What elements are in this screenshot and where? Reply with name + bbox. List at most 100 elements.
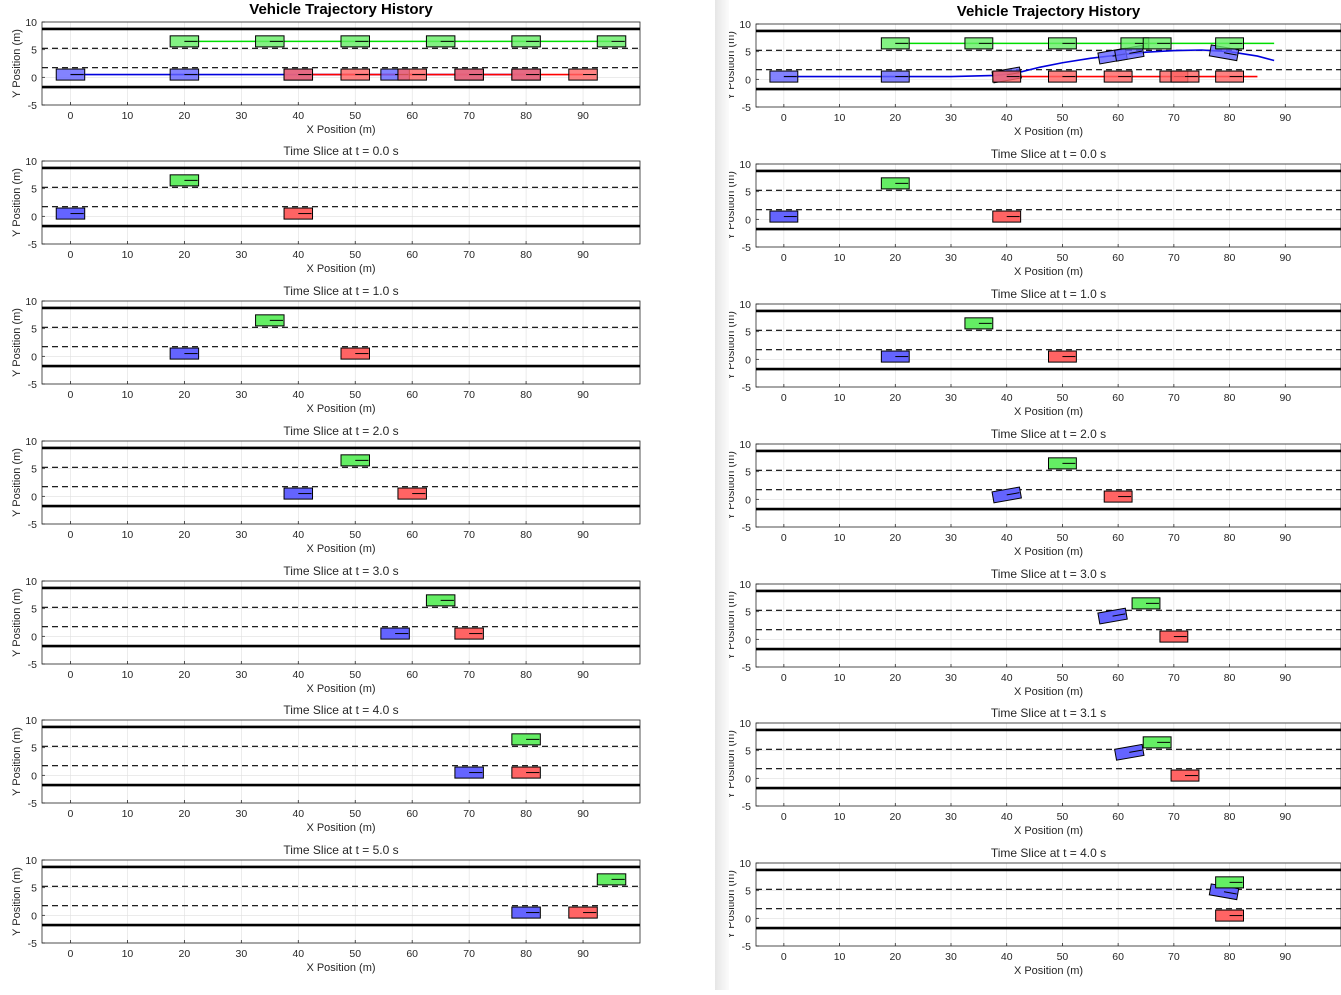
y-tick-label: -5 xyxy=(742,662,751,674)
x-tick-label: 70 xyxy=(463,529,475,541)
x-tick-label: 20 xyxy=(889,672,901,684)
y-tick-label: 5 xyxy=(31,324,37,336)
x-tick-label: 80 xyxy=(1224,392,1236,404)
vehicle-ego xyxy=(55,68,86,81)
x-tick-label: 10 xyxy=(122,529,134,541)
x-tick-label: 50 xyxy=(1057,532,1069,544)
plot-panel-0: 0 10 20 30 40 50 60 70 80 90 -5 0 5 10 X Position (m) Y… xyxy=(11,1,641,136)
y-tick-label: 10 xyxy=(25,576,37,588)
y-tick-label: 5 xyxy=(31,883,37,895)
y-tick-label: 5 xyxy=(745,47,751,59)
x-tick-label: 50 xyxy=(1057,252,1069,264)
vehicle-lead xyxy=(1047,70,1077,83)
vehicle-ego xyxy=(169,68,200,81)
axes-background xyxy=(756,164,1341,247)
vehicle-body-ego xyxy=(769,210,799,223)
x-tick-label: 0 xyxy=(68,669,74,681)
vehicle-lead xyxy=(397,68,427,81)
x-tick-label: 60 xyxy=(1112,672,1124,684)
y-axis-label: Y Position (m) xyxy=(11,867,23,936)
y-tick-label: -5 xyxy=(28,938,37,950)
y-tick-label: 10 xyxy=(25,156,37,168)
x-tick-label: 70 xyxy=(1168,811,1180,823)
x-tick-label: 40 xyxy=(1001,672,1013,684)
x-tick-label: 0 xyxy=(68,389,74,401)
plot-panel-1: 0 10 20 30 40 50 60 70 80 90 -5 0 5 10 X Position (m) Y… xyxy=(725,147,1341,278)
panel-title: Time Slice at t = 0.0 s xyxy=(991,147,1106,161)
vehicle-side xyxy=(964,37,994,50)
x-tick-label: 50 xyxy=(349,389,361,401)
vehicle-side xyxy=(425,35,456,48)
y-tick-label: -5 xyxy=(742,242,751,254)
x-tick-label: 60 xyxy=(406,110,418,122)
y-axis-label: Y Position (m) xyxy=(11,29,23,98)
vehicle-side xyxy=(169,174,200,187)
plot-area xyxy=(380,594,484,640)
y-tick-label: 10 xyxy=(25,17,37,29)
y-axis-label: Y Position (m) xyxy=(11,168,23,237)
x-tick-label: 10 xyxy=(834,112,846,124)
y-tick-label: 10 xyxy=(739,579,751,591)
plot-area xyxy=(1208,876,1245,922)
vehicle-body-side xyxy=(1142,736,1172,749)
x-tick-label: 20 xyxy=(179,808,191,820)
x-tick-label: 70 xyxy=(1168,252,1180,264)
vehicle-side xyxy=(169,35,200,48)
axes-box xyxy=(41,859,641,944)
x-tick-label: 40 xyxy=(292,389,304,401)
plot-area xyxy=(55,174,314,220)
vehicle-side xyxy=(511,35,541,48)
x-tick-label: 50 xyxy=(349,249,361,261)
chart-title: Vehicle Trajectory History xyxy=(249,1,433,18)
x-tick-label: 80 xyxy=(1224,672,1236,684)
axes-box xyxy=(755,443,1341,528)
y-tick-label: 0 xyxy=(745,494,751,506)
y-tick-label: 5 xyxy=(745,467,751,479)
vehicle-side xyxy=(425,594,456,607)
vehicle-body-side xyxy=(1215,876,1245,889)
x-tick-label: 10 xyxy=(834,672,846,684)
vehicle-body-lead xyxy=(1103,70,1133,83)
y-tick-label: 0 xyxy=(31,770,37,782)
vehicle-lead xyxy=(1215,70,1245,83)
panel-title: Time Slice at t = 1.0 s xyxy=(991,287,1106,301)
left-figure: 0 10 20 30 40 50 60 70 80 90 -5 0 5 10 X Position (m) Y… xyxy=(11,1,641,974)
x-tick-label: 90 xyxy=(577,529,589,541)
vehicle-body-lead xyxy=(1215,909,1245,922)
x-tick-label: 90 xyxy=(577,249,589,261)
x-tick-label: 60 xyxy=(1112,392,1124,404)
axes-background xyxy=(42,161,640,244)
vehicle-lead xyxy=(511,766,541,779)
vehicle-side xyxy=(340,35,370,48)
y-axis-label: Y Position (m) xyxy=(729,451,737,520)
x-tick-label: 20 xyxy=(179,249,191,261)
axes-box xyxy=(41,160,641,245)
x-tick-label: 60 xyxy=(406,389,418,401)
x-tick-label: 40 xyxy=(1001,951,1013,963)
vehicle-lead xyxy=(568,906,598,919)
chart-title: Vehicle Trajectory History xyxy=(957,3,1141,20)
vehicle-lead xyxy=(283,207,314,220)
y-tick-label: -5 xyxy=(742,102,751,114)
x-tick-label: 10 xyxy=(834,252,846,264)
x-axis-label: X Position (m) xyxy=(306,962,375,974)
x-tick-label: 70 xyxy=(463,948,475,960)
vehicle-body-side xyxy=(880,177,910,190)
vehicle-lead xyxy=(1047,350,1077,363)
vehicle-side xyxy=(596,35,627,48)
y-tick-label: 10 xyxy=(739,19,751,31)
x-tick-label: 0 xyxy=(781,112,787,124)
x-axis-label: X Position (m) xyxy=(306,683,375,695)
y-tick-label: 0 xyxy=(745,634,751,646)
vehicle-lead xyxy=(454,627,484,640)
x-tick-label: 0 xyxy=(68,249,74,261)
x-tick-label: 40 xyxy=(1001,252,1013,264)
vehicle-ego xyxy=(454,766,484,779)
y-tick-label: 0 xyxy=(745,354,751,366)
plot-area xyxy=(283,454,427,500)
x-tick-label: 10 xyxy=(834,951,846,963)
vehicle-body-ego xyxy=(880,70,910,83)
vehicle-side xyxy=(340,454,370,467)
axes-background xyxy=(42,301,640,384)
x-tick-label: 20 xyxy=(889,252,901,264)
